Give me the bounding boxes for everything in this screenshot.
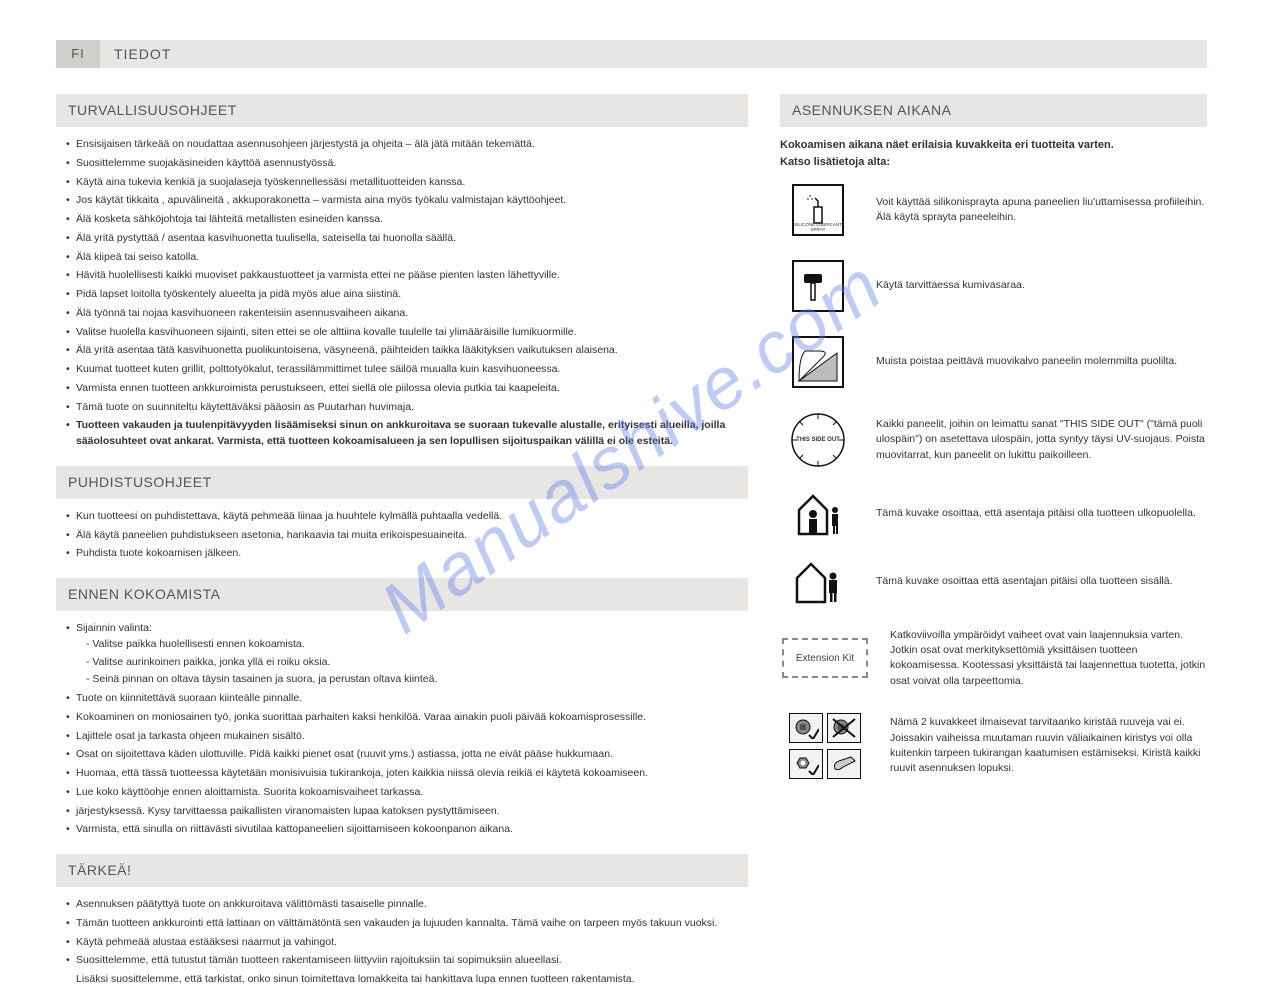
icon-row: Muista poistaa peittävä muovikalvo panee… [780,336,1207,388]
language-badge: FI [56,40,100,68]
right-column: ASENNUKSEN AIKANA Kokoamisen aikana näet… [780,94,1207,988]
screw-icons [780,713,870,779]
list-item: Älä työnnä tai nojaa kasvihuoneen rakent… [66,306,748,322]
hammer-icon [780,260,856,312]
icon-row: Käytä tarvittaessa kumivasaraa. [780,260,1207,312]
extension-kit-icon: Extension Kit [780,638,870,678]
list-item: Käytä aina tukevia kenkiä ja suojalaseja… [66,175,748,191]
assembly-heading: ASENNUKSEN AIKANA [780,94,1207,127]
list-item: Hävitä huolellisesti kaikki muoviset pak… [66,268,748,284]
columns: TURVALLISUUSOHJEET Ensisijaisen tärkeää … [56,94,1207,988]
icon-row: SILICONE LUBRICANT SPRAY Voit käyttää si… [780,184,1207,236]
list-item: Lajittele osat ja tarkasta ohjeen mukain… [66,729,748,745]
list-item: Älä yritä pystyttää / asentaa kasvihuone… [66,231,748,247]
list-item: järjestyksessä. Kysy tarvittaessa paikal… [66,804,748,820]
cleaning-heading: PUHDISTUSOHJEET [56,466,748,499]
left-column: TURVALLISUUSOHJEET Ensisijaisen tärkeää … [56,94,748,988]
before-list: Sijainnin valinta: - Valitse paikka huol… [56,621,748,838]
icon-text: Muista poistaa peittävä muovikalvo panee… [876,354,1177,369]
before-heading: ENNEN KOKOAMISTA [56,578,748,611]
list-item: Osat on sijoitettava käden ulottuville. … [66,747,748,763]
important-heading: TÄRKEÄ! [56,854,748,887]
sub-line: - Valitse paikka huolellisesti ennen kok… [86,637,748,653]
list-item: Ensisijaisen tärkeää on noudattaa asennu… [66,137,748,153]
list-item: Puhdista tuote kokoamisen jälkeen. [66,546,748,562]
list-item: Valitse huolella kasvihuoneen sijainti, … [66,325,748,341]
icon-text: Käytä tarvittaessa kumivasaraa. [876,278,1025,293]
top-title: TIEDOT [100,44,171,65]
peel-film-icon [780,336,856,388]
safety-heading: TURVALLISUUSOHJEET [56,94,748,127]
this-side-out-icon: THIS SIDE OUT [780,412,856,468]
list-item: Älä käytä paneelien puhdistukseen aseton… [66,528,748,544]
sub-line: - Valitse aurinkoinen paikka, jonka yllä… [86,655,748,671]
list-item: Suosittelemme, että tutustut tämän tuott… [66,953,748,969]
icon-text: Nämä 2 kuvakkeet ilmaisevat tarvitaanko … [890,715,1207,776]
list-item: Lue koko käyttöohje ennen aloittamista. … [66,785,748,801]
list-item: Käytä pehmeää alustaa estääksesi naarmut… [66,935,748,951]
list-item: Tuote on kiinnitettävä suoraan kiinteäll… [66,691,748,707]
this-side-out-label: THIS SIDE OUT [796,437,840,444]
sub-line: - Seinä pinnan on oltava täysin tasainen… [86,672,748,688]
list-item: Suosittelemme suojakäsineiden käyttöä as… [66,156,748,172]
spray-icon: SILICONE LUBRICANT SPRAY [780,184,856,236]
safety-list: Ensisijaisen tärkeää on noudattaa asennu… [56,137,748,450]
icon-row: THIS SIDE OUT Kaikki paneelit, joihin on… [780,412,1207,468]
list-item: Älä yritä asentaa tätä kasvihuonetta puo… [66,343,748,359]
page-root: FI TIEDOT TURVALLISUUSOHJEET Ensisijaise… [0,0,1263,1008]
list-item: Huomaa, että tässä tuotteessa käytetään … [66,766,748,782]
list-item: Pidä lapset loitolla työskentely alueelt… [66,287,748,303]
top-header: FI TIEDOT [56,40,1207,68]
icon-row: Nämä 2 kuvakkeet ilmaisevat tarvitaanko … [780,713,1207,779]
icon-text: Katkoviivoilla ympäröidyt vaiheet ovat v… [890,628,1207,689]
list-item: Kuumat tuotteet kuten grillit, polttotyö… [66,362,748,378]
list-item: Tämän tuotteen ankkurointi että lattiaan… [66,916,748,932]
icon-row: Extension Kit Katkoviivoilla ympäröidyt … [780,628,1207,689]
list-item-label: Sijainnin valinta: [76,622,152,634]
icon-text: Tämä kuvake osoittaa että asentajan pitä… [876,574,1173,589]
screw-no-icon [827,713,861,743]
icon-text: Kaikki paneelit, joihin on leimattu sana… [876,417,1207,463]
list-item: Asennuksen päätyttyä tuote on ankkuroita… [66,897,748,913]
list-item: Sijainnin valinta: - Valitse paikka huol… [66,621,748,688]
icon-text: Tämä kuvake osoittaa, että asentaja pitä… [876,506,1196,521]
list-item: Varmista ennen tuotteen ankkuroimista pe… [66,381,748,397]
icon-text: Voit käyttää silikonisprayta apuna panee… [876,195,1207,225]
list-item: Älä kiipeä tai seiso katolla. [66,250,748,266]
list-item: Jos käytät tikkaita , apuvälineitä , akk… [66,193,748,209]
important-list: Asennuksen päätyttyä tuote on ankkuroita… [56,897,748,969]
sub-lines: - Valitse paikka huolellisesti ennen kok… [76,637,748,688]
screw-ok-icon [789,713,823,743]
cleaning-list: Kun tuotteesi on puhdistettava, käytä pe… [56,509,748,562]
spray-caption: SILICONE LUBRICANT SPRAY [794,223,842,232]
list-item: Kun tuotteesi on puhdistettava, käytä pe… [66,509,748,525]
list-item: Älä kosketa sähköjohtoja tai lähteitä me… [66,212,748,228]
list-item-bold: Tuotteen vakauden ja tuulenpitävyyden li… [66,418,748,450]
nut-ok-icon [789,749,823,779]
wrench-icon [827,749,861,779]
important-trailing: Lisäksi suosittelemme, että tarkistat, o… [56,972,748,988]
list-item: Varmista, että sinulla on riittävästi si… [66,822,748,838]
list-item: Kokoaminen on moniosainen työ, jonka suo… [66,710,748,726]
icon-row: Tämä kuvake osoittaa että asentajan pitä… [780,560,1207,604]
intro-text: Kokoamisen aikana näet erilaisia kuvakke… [780,137,1207,170]
person-outside-icon [780,492,856,536]
person-inside-icon [780,560,856,604]
icon-row: Tämä kuvake osoittaa, että asentaja pitä… [780,492,1207,536]
extension-kit-label: Extension Kit [782,638,868,678]
list-item: Tämä tuote on suunniteltu käytettäväksi … [66,400,748,416]
